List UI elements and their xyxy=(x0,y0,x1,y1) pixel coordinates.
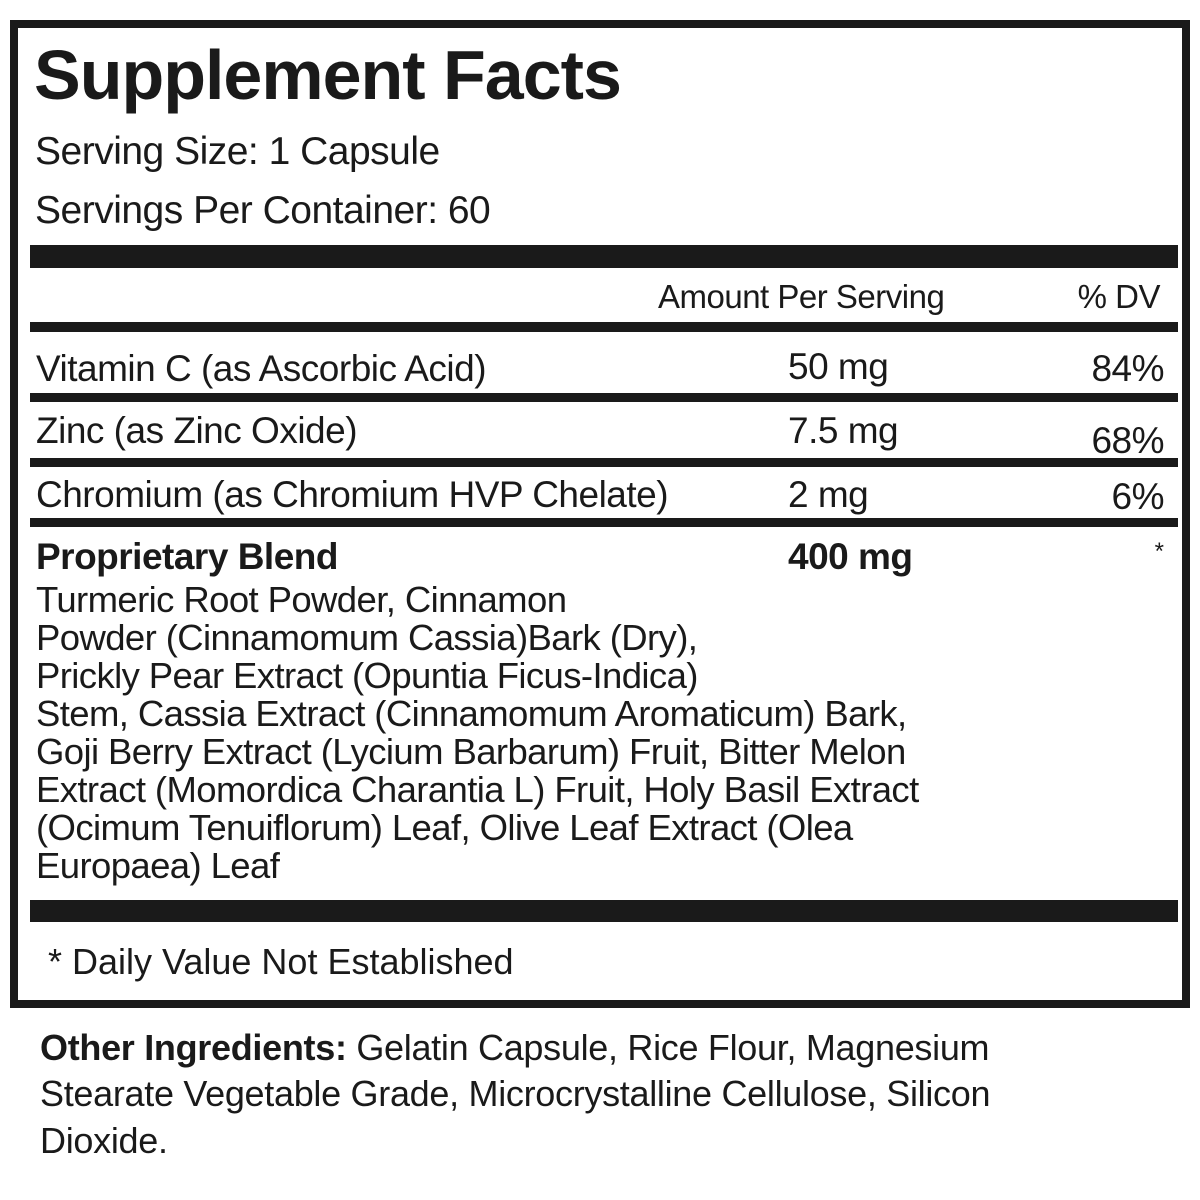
ingredient-line: Europaea) Leaf xyxy=(36,845,280,886)
ingredient-line: (Ocimum Tenuiflorum) Leaf, Olive Leaf Ex… xyxy=(36,807,853,848)
divider xyxy=(30,322,1178,332)
amount-per-serving-header: Amount Per Serving xyxy=(658,278,945,315)
other-ingredients-line-1: Other Ingredients: Gelatin Capsule, Rice… xyxy=(40,1027,990,1068)
nutrient-amount: 7.5 mg xyxy=(788,410,899,451)
other-ingredients-label: Other Ingredients: xyxy=(40,1027,347,1068)
nutrient-amount: 50 mg xyxy=(788,346,889,387)
ingredient-line: Powder (Cinnamomum Cassia)Bark (Dry), xyxy=(36,617,698,658)
nutrient-dv: 6% xyxy=(1111,476,1165,517)
supplement-facts-panel xyxy=(10,20,1190,1008)
divider-thick xyxy=(30,245,1178,268)
blend-amount: 400 mg xyxy=(788,536,913,577)
panel-title: Supplement Facts xyxy=(34,36,622,114)
other-ingredients-line: Stearate Vegetable Grade, Microcrystalli… xyxy=(40,1073,991,1114)
dv-header: % DV xyxy=(1077,278,1161,315)
nutrient-name: Zinc (as Zinc Oxide) xyxy=(36,410,358,451)
blend-name: Proprietary Blend xyxy=(36,536,338,577)
other-ingredients-line: Dioxide. xyxy=(40,1120,168,1161)
ingredient-line: Goji Berry Extract (Lycium Barbarum) Fru… xyxy=(36,731,906,772)
serving-size: Serving Size: 1 Capsule xyxy=(35,130,440,173)
divider xyxy=(30,518,1178,527)
divider xyxy=(30,393,1178,402)
nutrient-amount: 2 mg xyxy=(788,474,869,515)
ingredient-line: Turmeric Root Powder, Cinnamon xyxy=(36,579,567,620)
nutrient-dv: 68% xyxy=(1091,420,1164,461)
divider-thick xyxy=(30,900,1178,922)
nutrient-name: Chromium (as Chromium HVP Chelate) xyxy=(36,474,669,515)
ingredient-line: Stem, Cassia Extract (Cinnamomum Aromati… xyxy=(36,693,907,734)
nutrient-dv: 84% xyxy=(1091,348,1164,389)
ingredient-line: Prickly Pear Extract (Opuntia Ficus-Indi… xyxy=(36,655,698,696)
nutrient-name: Vitamin C (as Ascorbic Acid) xyxy=(36,348,487,389)
blend-dv: * xyxy=(1154,538,1164,565)
divider xyxy=(30,458,1178,467)
footnote: * Daily Value Not Established xyxy=(48,941,514,982)
servings-per-container: Servings Per Container: 60 xyxy=(35,189,491,232)
other-ingredients-text: Gelatin Capsule, Rice Flour, Magnesium xyxy=(346,1027,990,1068)
ingredient-line: Extract (Momordica Charantia L) Fruit, H… xyxy=(36,769,919,810)
